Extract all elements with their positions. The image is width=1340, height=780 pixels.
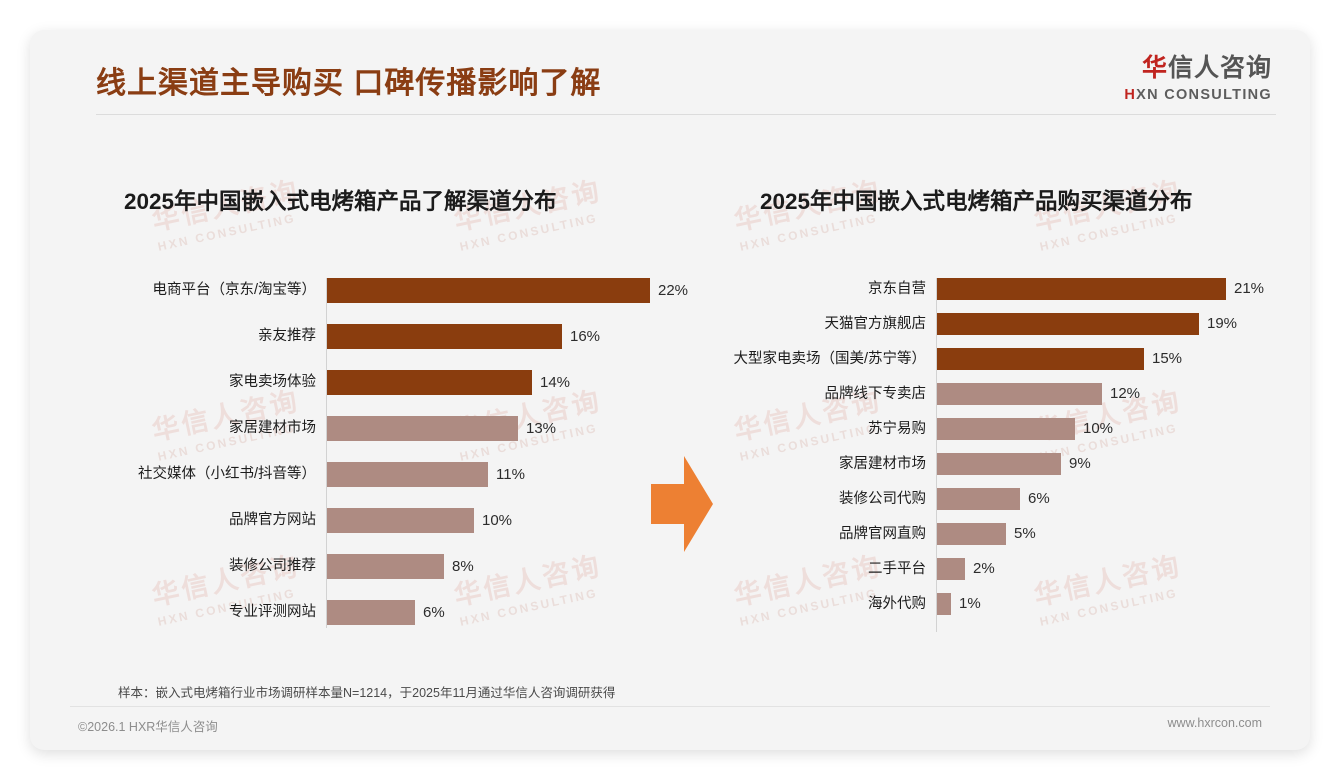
bar-segment [937, 523, 1006, 545]
chart-title-right: 2025年中国嵌入式电烤箱产品购买渠道分布 [760, 189, 1193, 214]
bar-value-label: 2% [973, 560, 995, 577]
bar-value-label: 15% [1152, 350, 1183, 367]
chart-title-left: 2025年中国嵌入式电烤箱产品了解渠道分布 [124, 189, 557, 214]
chart-bar-row: 电商平台（京东/淘宝等） 22% [90, 278, 690, 303]
chart-bar-row: 海外代购 1% [698, 593, 1288, 615]
bar-category-label: 家居建材市场 [229, 420, 316, 436]
panel-purchase-channels: 2025年中国嵌入式电烤箱产品购买渠道分布 京东自营 21% 天猫官方旗舰店 19% 大… [698, 160, 1288, 680]
bar-category-label: 装修公司代购 [839, 491, 926, 507]
bar-category-label: 品牌官网直购 [839, 526, 926, 542]
bar-category-label: 京东自营 [868, 281, 926, 297]
logo-chinese-rest: 信人咨询 [1167, 54, 1272, 82]
bar-segment [937, 593, 951, 615]
bar-value-label: 6% [1028, 490, 1050, 507]
logo-chinese: 华信人咨询 [1124, 56, 1272, 81]
bar-category-label: 苏宁易购 [868, 421, 926, 437]
bar-value-label: 22% [658, 282, 689, 299]
bar-segment [937, 348, 1144, 370]
logo-english-rest: XN CONSULTING [1136, 87, 1272, 103]
bar-value-label: 1% [959, 595, 981, 612]
header-divider [96, 114, 1276, 115]
bar-segment [327, 416, 518, 441]
bar-value-label: 5% [1014, 525, 1036, 542]
chart-bar-row: 家居建材市场 9% [698, 453, 1288, 475]
logo-english: HXN CONSULTING [1124, 88, 1272, 103]
bar-segment [327, 324, 562, 349]
bar-segment [937, 278, 1226, 300]
bar-segment [327, 462, 488, 487]
bar-category-label: 天猫官方旗舰店 [824, 316, 927, 332]
bar-category-label: 大型家电卖场（国美/苏宁等） [733, 351, 926, 367]
bar-segment [937, 383, 1102, 405]
chart-bar-row: 苏宁易购 10% [698, 418, 1288, 440]
bar-segment [937, 418, 1075, 440]
chart-bar-row: 品牌官方网站 10% [90, 508, 690, 533]
chart-bar-row: 装修公司推荐 8% [90, 554, 690, 579]
bar-category-label: 社交媒体（小红书/抖音等） [137, 466, 316, 482]
bar-segment [937, 488, 1020, 510]
bar-value-label: 19% [1207, 315, 1238, 332]
logo-english-accent: H [1124, 87, 1137, 103]
footer-copyright: ©2026.1 HXR华信人咨询 [78, 720, 218, 734]
chart-bar-row: 二手平台 2% [698, 558, 1288, 580]
bar-value-label: 8% [452, 558, 474, 575]
bar-value-label: 12% [1110, 385, 1141, 402]
bar-category-label: 家居建材市场 [839, 456, 926, 472]
chart-bar-row: 大型家电卖场（国美/苏宁等） 15% [698, 348, 1288, 370]
bar-category-label: 亲友推荐 [258, 328, 316, 344]
bar-segment [937, 313, 1199, 335]
chart-bar-row: 品牌官网直购 5% [698, 523, 1288, 545]
bar-category-label: 品牌线下专卖店 [824, 386, 927, 402]
chart-bar-row: 家居建材市场 13% [90, 416, 690, 441]
bar-segment [937, 453, 1061, 475]
footer-website: www.hxrcon.com [1167, 716, 1262, 730]
bar-value-label: 9% [1069, 455, 1091, 472]
page-title: 线上渠道主导购买 口碑传播影响了解 [96, 67, 602, 100]
bar-category-label: 海外代购 [868, 596, 926, 612]
bar-segment [327, 278, 650, 303]
sample-footnote: 样本：嵌入式电烤箱行业市场调研样本量N=1214，于2025年11月通过华信人咨… [118, 686, 616, 700]
bar-value-label: 10% [482, 512, 513, 529]
bar-segment [327, 600, 415, 625]
bar-value-label: 10% [1083, 420, 1114, 437]
chart-bar-row: 品牌线下专卖店 12% [698, 383, 1288, 405]
chart-bar-row: 社交媒体（小红书/抖音等） 11% [90, 462, 690, 487]
footer-divider [70, 706, 1270, 707]
bar-value-label: 16% [570, 328, 601, 345]
bar-category-label: 家电卖场体验 [229, 374, 316, 390]
bar-category-label: 电商平台（京东/淘宝等） [152, 282, 316, 298]
bar-value-label: 6% [423, 604, 445, 621]
bar-value-label: 21% [1234, 280, 1265, 297]
chart-axis-line [936, 278, 937, 632]
slide-card: 华信人咨询 HXN CONSULTING 华信人咨询 HXN CONSULTING 华信… [30, 30, 1310, 750]
chart-bar-row: 专业评测网站 6% [90, 600, 690, 625]
bar-category-label: 二手平台 [868, 561, 926, 577]
logo-chinese-accent: 华 [1141, 54, 1168, 82]
bar-category-label: 装修公司推荐 [229, 558, 316, 574]
bar-segment [327, 508, 474, 533]
chart-bar-row: 京东自营 21% [698, 278, 1288, 300]
chart-bar-row: 家电卖场体验 14% [90, 370, 690, 395]
bar-category-label: 品牌官方网站 [229, 512, 316, 528]
slide-header: 线上渠道主导购买 口碑传播影响了解 华信人咨询 HXN CONSULTING [30, 30, 1310, 120]
chart-bar-row: 装修公司代购 6% [698, 488, 1288, 510]
bar-value-label: 14% [540, 374, 571, 391]
arrow-right-icon [651, 454, 713, 554]
bar-category-label: 专业评测网站 [229, 604, 316, 620]
chart-bar-row: 天猫官方旗舰店 19% [698, 313, 1288, 335]
chart-bar-row: 亲友推荐 16% [90, 324, 690, 349]
bar-segment [937, 558, 965, 580]
bar-segment [327, 370, 532, 395]
company-logo: 华信人咨询 HXN CONSULTING [1124, 56, 1272, 103]
panel-awareness-channels: 2025年中国嵌入式电烤箱产品了解渠道分布 电商平台（京东/淘宝等） 22% 亲友推… [90, 160, 690, 680]
bar-value-label: 13% [526, 420, 557, 437]
bar-segment [327, 554, 444, 579]
bar-value-label: 11% [496, 466, 525, 483]
chart-axis-line [326, 278, 327, 628]
